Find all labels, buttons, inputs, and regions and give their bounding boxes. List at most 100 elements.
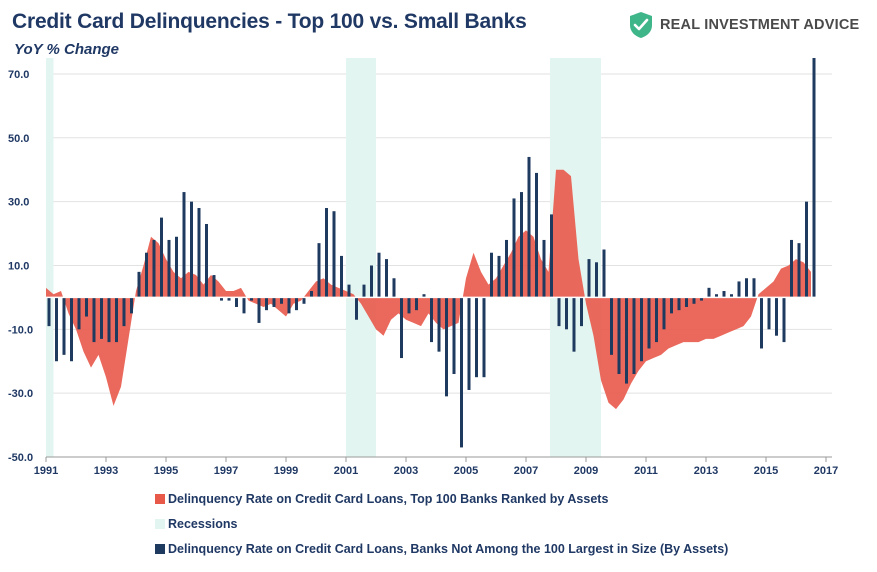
small-bank-bar bbox=[640, 297, 643, 362]
small-bank-bar bbox=[745, 278, 748, 298]
small-bank-bar bbox=[752, 278, 756, 298]
small-bank-bar bbox=[280, 297, 283, 304]
legend-label-small: Delinquency Rate on Credit Card Loans, B… bbox=[168, 541, 729, 556]
small-bank-bar bbox=[512, 198, 516, 298]
small-bank-bar bbox=[257, 297, 261, 323]
small-bank-bar bbox=[227, 297, 231, 301]
x-tick-label: 2007 bbox=[514, 465, 538, 477]
small-bank-bar bbox=[505, 239, 508, 298]
x-tick-label: 2005 bbox=[454, 465, 478, 477]
small-bank-bar bbox=[520, 192, 523, 298]
small-bank-bar bbox=[700, 297, 703, 301]
small-bank-bar bbox=[122, 297, 126, 327]
small-bank-bar bbox=[767, 297, 771, 330]
small-bank-bar bbox=[100, 297, 103, 339]
small-bank-bar bbox=[325, 208, 328, 298]
small-bank-bar bbox=[685, 297, 688, 307]
x-tick-label: 2011 bbox=[634, 465, 658, 477]
small-bank-bar bbox=[557, 297, 561, 327]
small-bank-bar bbox=[715, 294, 718, 298]
shield-check-icon bbox=[630, 12, 652, 38]
x-tick-label: 1999 bbox=[274, 465, 298, 477]
x-tick-label: 2009 bbox=[574, 465, 598, 477]
small-bank-bar bbox=[220, 297, 223, 301]
legend-label-top100: Delinquency Rate on Credit Card Loans, T… bbox=[168, 491, 609, 506]
small-bank-bar bbox=[415, 297, 418, 311]
small-bank-bar bbox=[737, 281, 741, 298]
small-bank-bar bbox=[482, 297, 486, 378]
small-bank-bar bbox=[782, 297, 786, 343]
small-bank-bar bbox=[340, 255, 343, 298]
small-bank-bar bbox=[662, 297, 666, 330]
y-tick-label: 70.0 bbox=[8, 69, 29, 81]
small-bank-bar bbox=[617, 297, 621, 375]
small-bank-bar bbox=[287, 297, 291, 314]
legend-label-recessions: Recessions bbox=[168, 516, 238, 531]
small-bank-bar bbox=[580, 297, 583, 327]
small-bank-bar bbox=[790, 239, 793, 298]
small-bank-bar bbox=[167, 239, 171, 298]
small-bank-bar bbox=[197, 208, 201, 298]
small-bank-bar bbox=[797, 243, 801, 298]
small-bank-bar bbox=[332, 211, 336, 298]
small-bank-bar bbox=[610, 297, 613, 355]
small-bank-bar bbox=[137, 271, 141, 298]
small-bank-bar bbox=[542, 239, 546, 298]
small-bank-bar bbox=[655, 297, 658, 343]
small-bank-bar bbox=[370, 265, 373, 298]
small-bank-bar bbox=[317, 243, 321, 298]
small-bank-bar bbox=[632, 297, 636, 375]
small-bank-bar bbox=[47, 297, 51, 327]
y-tick-label: -30.0 bbox=[8, 388, 33, 400]
legend-swatch-top100 bbox=[155, 493, 165, 504]
small-bank-bar bbox=[250, 297, 253, 301]
small-bank-bar bbox=[175, 236, 178, 298]
x-tick-label: 2017 bbox=[814, 465, 838, 477]
small-bank-bar bbox=[602, 249, 606, 298]
small-bank-bar bbox=[272, 297, 276, 307]
small-bank-bar bbox=[760, 297, 763, 349]
small-bank-bar bbox=[355, 297, 358, 320]
legend-swatch-small bbox=[155, 543, 165, 554]
small-bank-bar bbox=[115, 297, 118, 343]
small-bank-bar bbox=[625, 297, 628, 384]
small-bank-bar bbox=[565, 297, 568, 330]
small-bank-bar bbox=[527, 156, 531, 298]
brand-logo: REAL INVESTMENT ADVICE bbox=[628, 10, 859, 40]
small-banks-bar-series bbox=[47, 58, 816, 448]
chart-subtitle: YoY % Change bbox=[14, 41, 120, 58]
small-bank-bar bbox=[407, 297, 411, 314]
small-bank-bar bbox=[677, 297, 681, 311]
small-bank-bar bbox=[62, 297, 66, 355]
small-bank-bar bbox=[467, 297, 471, 390]
small-bank-bar bbox=[475, 297, 478, 378]
small-bank-bar bbox=[295, 297, 298, 311]
small-bank-bar bbox=[490, 252, 493, 298]
small-bank-bar bbox=[497, 255, 501, 298]
chart-title: Credit Card Delinquencies - Top 100 vs. … bbox=[12, 10, 527, 33]
small-bank-bar bbox=[385, 259, 388, 298]
small-bank-bar bbox=[400, 297, 403, 359]
small-bank-bar bbox=[775, 297, 778, 336]
small-bank-bar bbox=[265, 297, 268, 311]
legend: Delinquency Rate on Credit Card Loans, T… bbox=[155, 486, 728, 561]
small-bank-bar bbox=[190, 201, 193, 298]
small-bank-bar bbox=[572, 297, 576, 352]
x-tick-label: 1991 bbox=[34, 465, 58, 477]
small-bank-bar bbox=[107, 297, 111, 343]
x-tick-label: 2001 bbox=[334, 465, 358, 477]
small-bank-bar bbox=[70, 297, 73, 362]
small-bank-bar bbox=[445, 297, 448, 397]
recession-band bbox=[346, 58, 376, 457]
brand-name: REAL INVESTMENT ADVICE bbox=[660, 17, 860, 33]
x-tick-label: 2013 bbox=[694, 465, 718, 477]
y-tick-label: -10.0 bbox=[8, 324, 33, 336]
legend-item-top100: Delinquency Rate on Credit Card Loans, T… bbox=[155, 486, 728, 511]
small-bank-bar bbox=[730, 294, 733, 298]
small-bank-bar bbox=[85, 297, 88, 317]
small-bank-bar bbox=[550, 214, 553, 298]
y-tick-label: -50.0 bbox=[8, 452, 33, 464]
small-bank-bar bbox=[362, 284, 366, 298]
